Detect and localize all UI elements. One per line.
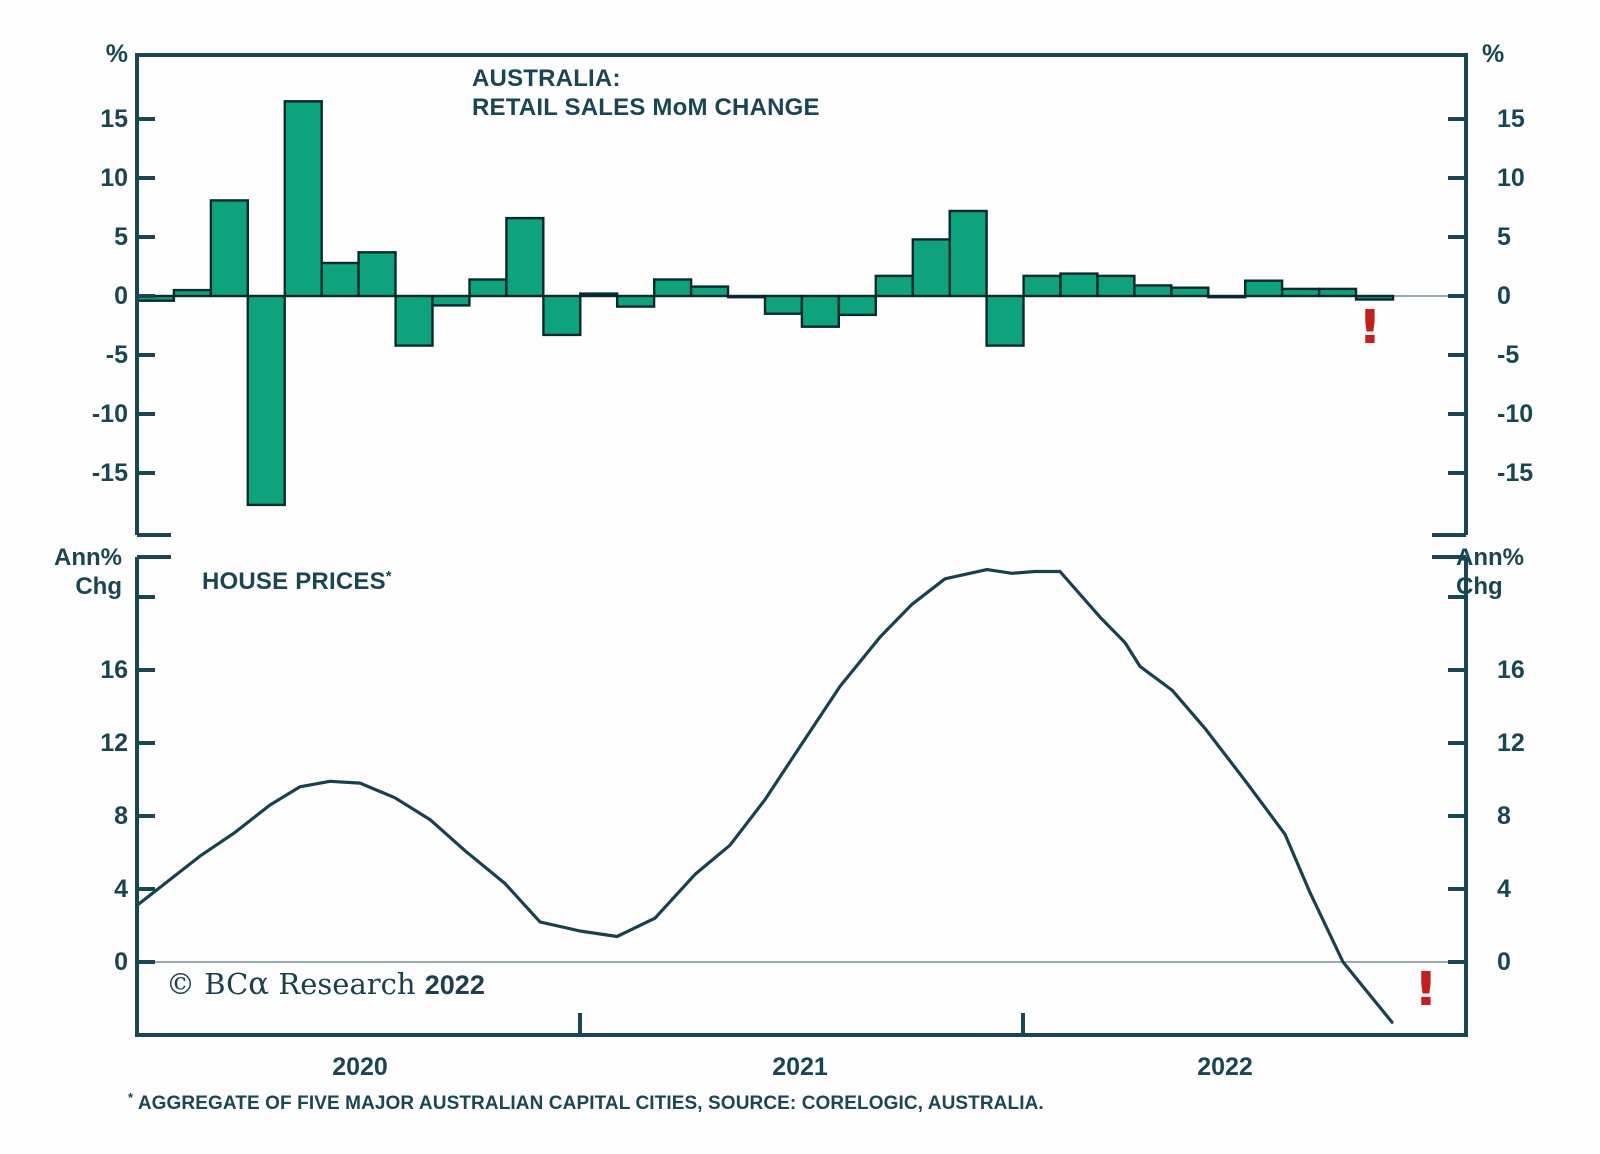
bottom-y-tick-label-right: 8 [1497,802,1511,830]
top-y-tick-label-right: -15 [1497,459,1534,487]
bottom-panel-title: HOUSE PRICES* [202,562,392,596]
top-y-tick-label-left: -15 [91,459,128,487]
copyright-name: Research [269,967,425,1001]
retail-sales-bar [1170,286,1210,298]
retail-sales-bar [1243,279,1284,298]
x-tick-label-2021: 2021 [772,1053,828,1081]
bottom-y-tick-label-right: 12 [1497,729,1525,757]
top-y-tick-label-right: 0 [1497,282,1511,310]
bottom-y-tick-label-left: 16 [100,656,128,684]
bottom-y-tick-label-right: 16 [1497,656,1525,684]
footnote: * AGGREGATE OF FIVE MAJOR AUSTRALIAN CAP… [128,1090,1044,1115]
footnote-text: AGGREGATE OF FIVE MAJOR AUSTRALIAN CAPIT… [133,1093,1044,1114]
retail-sales-bar [505,216,545,298]
x-tick-label-2022: 2022 [1197,1053,1253,1081]
bottom-y-tick-label-left: 0 [114,948,128,976]
retail-sales-bar [542,294,582,337]
top-panel-title-line2: RETAIL SALES MoM CHANGE [472,94,820,121]
retail-sales-bar [209,199,249,298]
retail-sales-bar [1354,294,1395,301]
retail-alert-icon: ! [1357,300,1383,354]
retail-sales-bar [1059,272,1099,298]
top-axis-unit-right: % [1482,40,1505,68]
retail-sales-bar [172,288,212,298]
bottom-panel-title-text: HOUSE PRICES [202,568,386,595]
top-panel-title-line1: AUSTRALIA: [472,65,621,92]
x-tick-label-2020: 2020 [332,1053,388,1081]
top-y-tick-label-right: 15 [1497,105,1525,133]
top-y-tick-label-left: -10 [91,400,128,428]
retail-sales-bar [1096,274,1136,298]
retail-sales-bar [763,294,804,315]
bottom-y-tick-label-left: 8 [114,802,128,830]
bottom-axis-caption-left-2: Chg [75,573,122,600]
retail-sales-bar [948,209,988,298]
retail-sales-bar [394,294,434,347]
retail-sales-bar [689,285,730,298]
top-y-tick-label-right: -5 [1497,341,1520,369]
retail-sales-bar [985,294,1025,347]
bottom-y-tick-label-left: 12 [100,729,128,757]
retail-sales-bar [468,278,508,298]
top-y-tick-label-right: 10 [1497,164,1525,192]
top-y-tick-label-left: 0 [114,282,128,310]
top-y-tick-label-right: -10 [1497,400,1534,428]
house-alert-icon: ! [1413,962,1439,1016]
copyright-prefix: © BC [166,967,249,1001]
bottom-y-tick-label-right: 0 [1497,948,1511,976]
bottom-y-tick-label-right: 4 [1497,875,1511,903]
bottom-panel-title-footnote-mark: * [385,568,392,585]
retail-sales-bar [874,274,914,298]
top-y-tick-label-left: -5 [105,341,128,369]
bottom-y-tick-label-left: 4 [114,875,128,903]
house-prices-line [135,568,1394,1024]
retail-sales-bar [726,294,767,299]
retail-sales-bar [1022,274,1062,298]
retail-sales-bar [431,294,471,307]
copyright-note: © BCα Research 2022 [166,966,485,1002]
retail-sales-bar [1280,287,1321,298]
retail-sales-bar [1133,284,1173,298]
retail-sales-bar [320,261,360,298]
retail-sales-bar [283,100,323,298]
retail-sales-bar [1317,287,1358,298]
retail-sales-bar [1207,294,1247,299]
top-y-tick-label-right: 5 [1497,223,1511,251]
retail-sales-bar [837,294,878,317]
retail-sales-bar [616,294,656,308]
retail-sales-bar [800,294,841,328]
bottom-axis-caption-right-1: Ann% [1456,544,1524,571]
retail-sales-bar [357,251,397,298]
retail-sales-bar [911,238,951,298]
top-y-tick-label-left: 15 [100,105,128,133]
retail-sales-bar [653,278,693,298]
copyright-year: 2022 [424,970,485,1000]
top-y-tick-label-left: 10 [100,164,128,192]
brand-alpha-glyph: α [248,966,270,1002]
top-y-tick-label-left: 5 [114,223,128,251]
footnote-mark: * [128,1090,134,1105]
bottom-axis-caption-left-1: Ann% [54,544,122,571]
retail-sales-bar [579,292,619,298]
retail-sales-bar [246,294,286,507]
bottom-axis-caption-right-2: Chg [1456,573,1503,600]
top-axis-unit-left: % [105,40,128,68]
